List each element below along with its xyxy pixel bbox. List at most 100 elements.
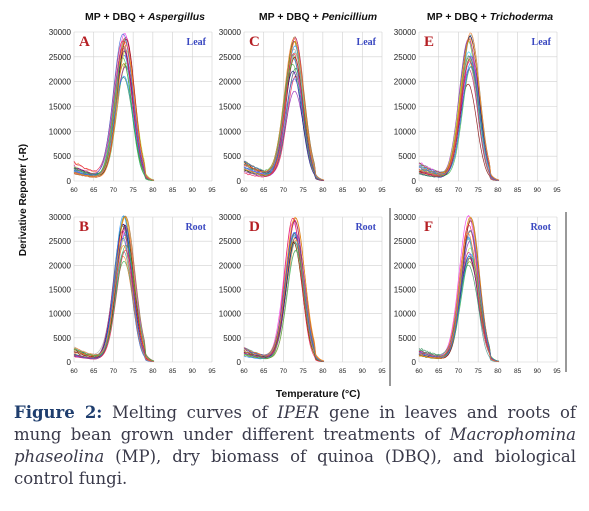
y-tick-label: 10000 xyxy=(394,310,417,319)
column-title-fungus: Trichoderma xyxy=(490,11,554,23)
y-tick-label: 25000 xyxy=(219,53,242,62)
panel-e: 60 65 70 75 80 85 90 95 0 5000 10000 15000 20000 2500… xyxy=(394,11,561,194)
panel-a: 60 65 70 75 80 85 90 95 0 5000 10000 15000 20000 2500… xyxy=(49,11,216,194)
y-tick-label: 20000 xyxy=(219,261,242,270)
panels-group: 60 65 70 75 80 85 90 95 0 5000 10000 15000 20000 2500… xyxy=(49,11,561,375)
y-tick-label: 10000 xyxy=(49,310,72,319)
y-tick-label: 20000 xyxy=(219,78,242,87)
y-tick-label: 15000 xyxy=(49,286,72,295)
y-tick-label: 10000 xyxy=(219,310,242,319)
y-tick-label: 5000 xyxy=(398,334,416,343)
x-axis-label: Temperature (°C) xyxy=(276,388,361,400)
x-tick-label: 80 xyxy=(319,187,327,194)
x-tick-label: 85 xyxy=(169,368,177,375)
tissue-label: Root xyxy=(355,222,376,233)
x-tick-label: 90 xyxy=(359,187,367,194)
x-tick-label: 65 xyxy=(90,368,98,375)
x-tick-label: 90 xyxy=(359,368,367,375)
melt-curve-line xyxy=(418,233,500,362)
x-tick-label: 90 xyxy=(189,368,197,375)
y-tick-label: 30000 xyxy=(49,213,72,222)
panel-letter: E xyxy=(424,34,434,50)
column-title-fungus: Penicillium xyxy=(322,11,377,23)
melt-curve-line xyxy=(418,66,500,181)
y-tick-label: 15000 xyxy=(219,286,242,295)
caption-text: gene in leaves and roots of mung bean gr… xyxy=(14,403,576,444)
figure-caption: Figure 2: Melting curves of IPER gene in… xyxy=(14,402,576,490)
melt-curve-line xyxy=(243,237,325,362)
x-tick-label: 95 xyxy=(208,187,216,194)
x-tick-label: 60 xyxy=(415,368,423,375)
panel-b: 60 65 70 75 80 85 90 95 0 5000 10000 15000 20000 2500… xyxy=(49,213,216,375)
tissue-label: Leaf xyxy=(357,37,377,48)
caption-label: Figure 2: xyxy=(14,403,103,422)
x-tick-label: 75 xyxy=(130,187,138,194)
tissue-label: Root xyxy=(185,222,206,233)
caption-text: Melting curves of xyxy=(102,403,278,422)
y-axis-label: Derivative Reporter (-R) xyxy=(18,144,29,256)
y-tick-label: 20000 xyxy=(394,261,417,270)
x-tick-label: 85 xyxy=(339,368,347,375)
x-tick-label: 70 xyxy=(110,368,118,375)
x-tick-label: 90 xyxy=(189,187,197,194)
y-tick-label: 10000 xyxy=(219,127,242,136)
y-tick-label: 30000 xyxy=(394,28,417,37)
x-tick-label: 85 xyxy=(514,187,522,194)
melt-curve-line xyxy=(243,221,325,362)
tissue-label: Leaf xyxy=(532,37,552,48)
y-tick-label: 0 xyxy=(67,177,72,186)
melt-curve-line xyxy=(418,229,500,362)
melting-curve-figure: Derivative Reporter (-R) Temperature (°C… xyxy=(18,11,567,400)
x-tick-label: 80 xyxy=(149,187,157,194)
x-tick-label: 80 xyxy=(494,368,502,375)
y-tick-label: 5000 xyxy=(53,334,71,343)
x-tick-label: 95 xyxy=(378,368,386,375)
x-tick-label: 70 xyxy=(280,187,288,194)
x-tick-label: 90 xyxy=(534,368,542,375)
column-title-prefix: MP + DBQ + xyxy=(259,11,322,23)
y-tick-label: 15000 xyxy=(394,286,417,295)
x-tick-label: 75 xyxy=(475,368,483,375)
x-tick-label: 80 xyxy=(319,368,327,375)
y-tick-label: 30000 xyxy=(219,28,242,37)
x-tick-label: 60 xyxy=(415,187,423,194)
panel-f: 60 65 70 75 80 85 90 95 0 5000 10000 15000 20000 2500… xyxy=(394,213,561,375)
x-tick-label: 85 xyxy=(339,187,347,194)
melt-curve-line xyxy=(244,78,325,181)
melt-curve-line xyxy=(418,216,500,362)
melt-curve-line xyxy=(73,244,155,362)
x-tick-label: 75 xyxy=(300,187,308,194)
tissue-label: Leaf xyxy=(187,37,207,48)
y-tick-label: 0 xyxy=(237,358,242,367)
x-tick-label: 80 xyxy=(149,368,157,375)
melt-curve-line xyxy=(73,244,155,362)
y-tick-label: 25000 xyxy=(49,237,72,246)
x-tick-label: 95 xyxy=(208,368,216,375)
melt-curve-line xyxy=(73,215,155,362)
y-tick-label: 25000 xyxy=(219,237,242,246)
panel-c: 60 65 70 75 80 85 90 95 0 5000 10000 15000 20000 2500… xyxy=(219,11,386,194)
x-tick-label: 75 xyxy=(130,368,138,375)
y-tick-label: 30000 xyxy=(394,213,417,222)
y-tick-label: 15000 xyxy=(394,103,417,112)
y-tick-label: 5000 xyxy=(223,334,241,343)
y-tick-label: 5000 xyxy=(398,152,416,161)
melt-curve-line xyxy=(73,33,155,181)
column-title: MP + DBQ + Aspergillus xyxy=(85,11,205,23)
panel-letter: A xyxy=(79,34,90,50)
column-title-prefix: MP + DBQ + xyxy=(85,11,148,23)
melt-curve-line xyxy=(73,249,155,362)
y-tick-label: 15000 xyxy=(49,103,72,112)
caption-species: Macrophomina phaseolina xyxy=(14,425,576,466)
y-tick-label: 0 xyxy=(412,177,417,186)
melt-curve-line xyxy=(243,38,325,181)
x-tick-label: 85 xyxy=(169,187,177,194)
y-tick-label: 25000 xyxy=(394,53,417,62)
x-tick-label: 95 xyxy=(553,368,561,375)
x-tick-label: 70 xyxy=(280,368,288,375)
y-tick-label: 20000 xyxy=(49,261,72,270)
y-tick-label: 20000 xyxy=(49,78,72,87)
panel-d: 60 65 70 75 80 85 90 95 0 5000 10000 15000 20000 2500… xyxy=(219,213,386,375)
y-tick-label: 10000 xyxy=(394,127,417,136)
x-tick-label: 95 xyxy=(378,187,386,194)
